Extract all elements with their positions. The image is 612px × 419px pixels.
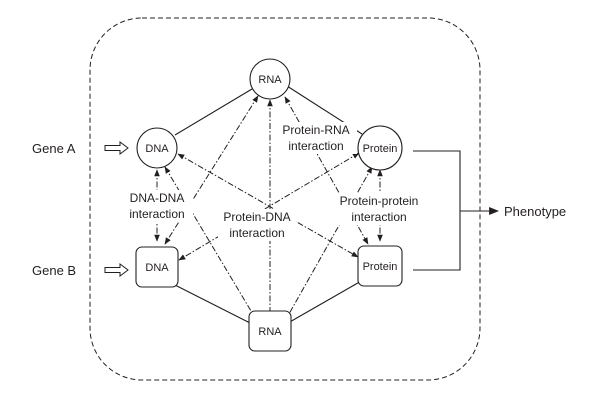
label-protein-rna-line1: Protein-RNA xyxy=(282,123,349,137)
cell-boundary xyxy=(89,17,481,381)
label-dna-dna-line2: interaction xyxy=(129,207,184,221)
label-protein-protein-line2: interaction xyxy=(351,210,406,224)
phenotype-label: Phenotype xyxy=(504,204,566,219)
edge-rna-dna-a xyxy=(174,88,253,136)
gene-b-arrow-icon xyxy=(104,263,129,277)
node-dna-gene-b-label: DNA xyxy=(145,262,169,274)
node-rna-top: RNA xyxy=(249,58,291,100)
node-rna-bottom: RNA xyxy=(248,310,292,352)
label-protein-protein-line1: Protein-protein xyxy=(340,194,419,208)
node-dna-gene-a: DNA xyxy=(136,127,178,169)
label-dna-dna-line1: DNA-DNA xyxy=(130,191,185,205)
node-protein-gene-a: Protein xyxy=(357,125,403,171)
node-dna-gene-a-label: DNA xyxy=(145,143,169,155)
gene-b-label: Gene B xyxy=(32,263,76,278)
label-protein-dna-line2: interaction xyxy=(229,226,284,240)
node-rna-top-label: RNA xyxy=(258,74,282,86)
node-protein-gene-b: Protein xyxy=(357,245,403,287)
edge-protein-b-rna-b xyxy=(287,279,364,324)
label-protein-dna-line1: Protein-DNA xyxy=(223,210,290,224)
label-protein-rna: Protein-RNA interaction xyxy=(275,122,357,154)
gene-a-label: Gene A xyxy=(32,141,76,156)
label-dna-dna: DNA-DNA interaction xyxy=(121,190,193,222)
gene-a-arrow-icon xyxy=(104,141,129,155)
node-rna-bottom-label: RNA xyxy=(258,326,282,338)
phenotype-output: Phenotype xyxy=(413,150,566,271)
node-dna-gene-b: DNA xyxy=(135,246,179,288)
node-protein-gene-b-label: Protein xyxy=(363,261,398,273)
arrow-protein-a-rna-b xyxy=(284,166,373,322)
label-protein-protein: Protein-protein interaction xyxy=(333,193,425,225)
gene-b-input: Gene B xyxy=(32,263,129,278)
label-protein-rna-line2: interaction xyxy=(288,139,343,153)
label-protein-dna: Protein-DNA interaction xyxy=(218,209,296,241)
node-protein-gene-a-label: Protein xyxy=(363,143,398,155)
gene-a-input: Gene A xyxy=(32,141,129,156)
arrow-protein-a-dna-b xyxy=(178,152,360,261)
